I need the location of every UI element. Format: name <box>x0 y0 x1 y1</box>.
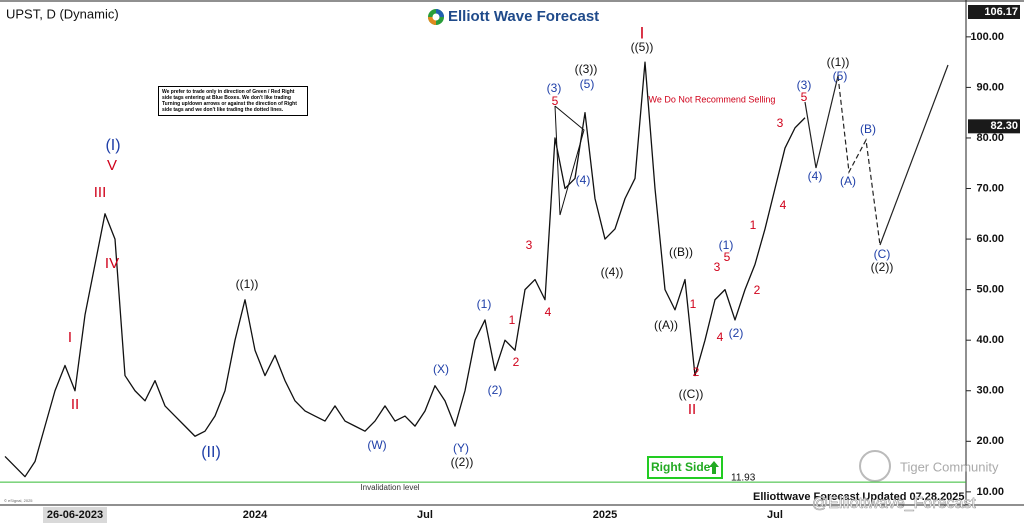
watermark: Tiger Community <box>900 459 999 474</box>
x-tick-label: 2024 <box>243 509 268 521</box>
y-tick-label: 20.00 <box>976 435 1004 447</box>
y-tick-label: 30.00 <box>976 385 1004 397</box>
x-tick-label: 2025 <box>593 509 617 521</box>
invalidation-label: Invalidation level <box>360 483 419 492</box>
wave-label: II <box>71 396 79 413</box>
wave-label: (2) <box>488 383 503 397</box>
wave-triangle <box>554 105 585 216</box>
wave-label: (W) <box>367 438 386 452</box>
y-tick-label: 70.00 <box>976 182 1004 194</box>
wave-label: I <box>640 23 645 42</box>
wave-label: 5 <box>724 250 731 264</box>
wave-label: II <box>688 401 696 418</box>
wave-label: 4 <box>717 330 724 344</box>
y-tick-label: 40.00 <box>976 334 1004 346</box>
wave-label: ((A)) <box>654 318 678 332</box>
wave-label: 3 <box>714 260 721 274</box>
wave-label: (I) <box>105 137 120 154</box>
wave-label: 3 <box>526 238 533 252</box>
wave-label: (1) <box>719 238 734 252</box>
price-marker-box <box>968 119 1020 134</box>
projection-solid <box>804 75 839 169</box>
wave-label: (3) <box>547 81 562 95</box>
price-marker-label: 106.17 <box>984 6 1018 18</box>
wave-label: We Do Not Recommend Selling <box>649 94 776 104</box>
wave-label: IV <box>105 255 119 272</box>
wave-label: V <box>107 157 117 174</box>
wave-label: 2 <box>754 283 761 297</box>
wave-label: 2 <box>693 365 700 379</box>
y-tick-label: 90.00 <box>976 81 1004 93</box>
brand-logo <box>428 9 444 25</box>
invalidation-value: 11.93 <box>731 473 756 484</box>
y-tick-label: 10.00 <box>976 486 1004 498</box>
wave-label: 1 <box>750 218 757 232</box>
wave-label: (5) <box>833 69 848 83</box>
watermark-logo <box>859 450 891 482</box>
projection-final <box>879 64 949 246</box>
wave-label: (4) <box>808 169 823 183</box>
y-tick-label: 100.00 <box>970 31 1004 43</box>
wave-label: (4) <box>576 173 591 187</box>
wave-label: ((C)) <box>679 387 704 401</box>
wave-label: (2) <box>729 326 744 340</box>
wave-label: 3 <box>777 116 784 130</box>
wave-label: 4 <box>780 198 787 212</box>
x-tick-highlight <box>43 507 107 523</box>
wave-label: (A) <box>840 174 856 188</box>
price-line <box>4 61 806 478</box>
wave-label: 1 <box>509 313 516 327</box>
wave-label: ((1)) <box>236 277 259 291</box>
wave-label: (X) <box>433 362 449 376</box>
wave-label: (1) <box>477 297 492 311</box>
wave-label: ((5)) <box>631 40 654 54</box>
price-marker-box <box>968 5 1020 19</box>
copyright: © eSignal, 2025 <box>4 498 33 503</box>
x-tick-label: 26-06-2023 <box>47 509 103 521</box>
wave-label: III <box>94 184 107 201</box>
wave-label: ((2)) <box>451 455 474 469</box>
chart-title: UPST, D (Dynamic) <box>6 6 119 21</box>
price-marker-label: 82.30 <box>990 120 1018 132</box>
projection-dashed <box>837 75 881 246</box>
y-tick-label: 50.00 <box>976 284 1004 296</box>
wave-label: ((3)) <box>575 62 598 76</box>
wave-label: ((4)) <box>601 265 624 279</box>
wave-label: (C) <box>874 247 891 261</box>
wave-label: (3) <box>797 78 812 92</box>
wave-label: ((B)) <box>669 245 693 259</box>
y-tick-label: 60.00 <box>976 233 1004 245</box>
wave-label: (5) <box>580 77 595 91</box>
right-side-box <box>647 456 723 479</box>
wave-label: ((2)) <box>871 260 894 274</box>
wave-label: 1 <box>690 297 697 311</box>
x-tick-label: Jul <box>417 509 433 521</box>
trading-note: We prefer to trade only in direction of … <box>158 86 308 116</box>
x-tick-label: Jul <box>767 509 783 521</box>
brand-name: Elliott Wave Forecast <box>448 8 599 25</box>
wave-label: (II) <box>201 444 221 461</box>
wave-label: 2 <box>513 355 520 369</box>
wave-label: 5 <box>801 90 808 104</box>
wave-label: 4 <box>545 305 552 319</box>
y-tick-label: 80.00 <box>976 132 1004 144</box>
wave-label: ((1)) <box>827 55 850 69</box>
handle-watermark: @Elliottwave_Forecast <box>812 495 976 512</box>
up-arrow-icon <box>709 461 719 474</box>
footer: Elliottwave Forecast Updated 07.28.2025 <box>753 491 965 503</box>
wave-label: (Y) <box>453 441 469 455</box>
right-side-tag: Right Side <box>651 460 711 474</box>
wave-label: (B) <box>860 122 876 136</box>
wave-label: 5 <box>552 94 559 108</box>
wave-label: I <box>68 329 72 346</box>
